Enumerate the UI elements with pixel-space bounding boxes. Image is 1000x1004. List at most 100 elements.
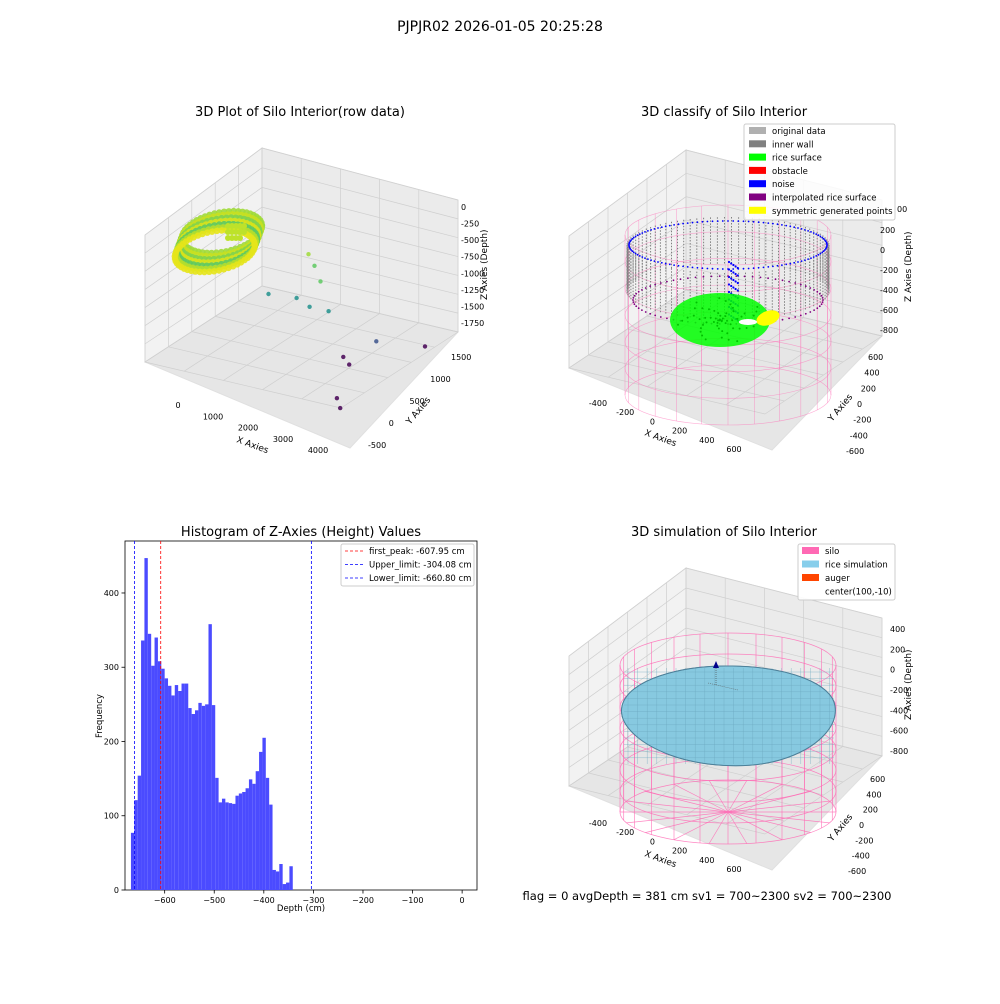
classify-3d-interp-pt-280 [743,275,746,278]
classify-3d-noise-pt-285 [752,220,755,223]
hist-bar-3 [141,640,145,890]
hist-legend-box [340,543,475,587]
classify-3d-interp-pt-235 [672,279,675,282]
hist-bar-16 [184,683,189,890]
hist-bar-9 [161,668,165,890]
classify-3d-z-tick-0: 200 [880,226,895,235]
classify-3d-x-tick-5: 600 [726,445,741,454]
classify-3d-z-tick-4: -600 [880,306,898,315]
raw-3d-ring-point-373 [241,229,247,235]
classify-3d-noise-col-17 [732,286,735,289]
classify-3d-rice-dot-8 [725,312,728,315]
raw-3d-ring-point-368 [241,223,247,229]
classify-3d-noise-pt-138 [653,260,656,262]
raw-3d-gridline-x-floor-5 [340,331,459,409]
classify-3d-interp-pt-240 [679,278,682,281]
classify-3d-noise-pt-162 [632,251,635,254]
classify-3d-noise-col-2 [732,263,735,267]
classify-3d-interp-pt-285 [751,275,754,278]
hist-bar-18 [191,714,195,890]
raw-3d-z-tick-0: 0 [461,203,466,212]
hist-vlines [134,541,312,890]
raw-3d-z-ticklabels: 0 -250 -500 -750 -1000 -1250 -1500 -1750 [461,203,484,328]
classify-3d-interp-pt-0 [822,299,824,301]
classify-3d-rice-dot-22 [717,327,720,330]
classify-3d-noise-pt-60 [776,264,779,267]
simulation-3d-x-tick-5: 600 [726,865,741,874]
raw-3d-ring-point-352 [218,227,225,234]
classify-3d-noise-pt-261 [711,220,714,223]
classify-3d-legend: original data inner wall rice surface obsta… [743,123,896,221]
classify-3d-rice-dot-15 [704,316,707,319]
classify-3d-rice-dot-43 [702,323,704,326]
classify-3d-noise-pt-15 [822,250,825,253]
classify-3d-noise-pt-339 [819,235,822,238]
classify-3d-legend-label-0: original data [772,127,826,137]
simulation-3d-x-tick-1: -200 [616,828,634,837]
simulation-3d-silo-radial-80 [727,811,748,844]
raw-3d-z-tick-3: -750 [461,253,479,262]
classify-3d-noise-pt-258 [706,220,709,223]
classify-3d-noise-pt-78 [747,267,750,270]
classify-3d-rice-dot-51 [720,336,723,339]
hist-bar-13 [174,685,179,890]
classify-3d-noise-col-4 [736,266,739,270]
classify-3d-noise-col-15 [727,283,731,286]
raw-3d-y-ticklabels: -500 0 500 1000 1500 [368,353,471,450]
classify-3d-rice-dot-4 [712,321,715,323]
raw-3d-x-tick-2: 2000 [238,424,258,433]
classify-3d-rice-dot-12 [721,330,724,333]
raw-3d-x-ticklabels: 0 1000 2000 3000 4000 [175,401,328,455]
classify-3d-noise-pt-111 [691,266,694,269]
classify-3d-noise-pt-327 [810,231,812,233]
hist-bar-33 [242,791,246,890]
simulation-3d-y-tick-3: 0 [859,821,864,830]
simulation-3d-z-tick-6: -800 [890,747,908,756]
classify-3d-rice-dot-37 [729,303,732,306]
classify-3d-rice-dot-56 [719,314,722,317]
classify-3d-noise-pt-159 [634,252,637,255]
classify-3d-interp-pt-325 [804,285,807,288]
classify-3d-rice-dot-28 [721,317,724,320]
classify-3d-legend-label-1: inner wall [772,140,813,150]
hist-bar-47 [289,866,293,890]
simulation-3d-y-tick-5: 400 [866,790,881,799]
classify-3d-rice-dot-57 [732,310,735,313]
hist-bar-27 [221,798,226,890]
classify-3d-title: 3D classify of Silo Interior [641,105,808,120]
raw-3d-ring-point-326 [206,268,213,275]
classify-3d-interp-pt-300 [774,278,777,281]
classify-3d-rice-dot-32 [716,324,719,327]
hist-x-ticklabel-4: −200 [352,896,374,905]
hist-bar-2 [137,775,142,890]
raw-3d-point-4 [307,304,312,309]
panel-simulation-3d: 3D simulation of Silo Interior -400 -200 0… [567,525,914,876]
hist-bar-39 [262,737,266,890]
classify-3d-interp-pt-25 [813,309,815,311]
classify-3d-noise-pt-303 [781,224,783,226]
classify-3d-noise-pt-291 [762,221,765,224]
raw-3d-z-tick-6: -1500 [461,302,484,311]
classify-3d-noise-pt-135 [657,261,659,263]
raw-3d-x-tick-0: 0 [175,401,180,410]
simulation-3d-legend: silo rice simulation auger center(100,-10) [797,543,896,601]
raw-3d-ring-point-325 [210,268,218,275]
simulation-3d-ylabel: Y Axies [826,812,855,844]
classify-3d-noise-col-18 [734,287,737,291]
classify-3d-noise-pt-105 [701,267,704,270]
hist-x-ticklabel-6: 0 [460,896,465,905]
classify-3d-legend-label-6: symmetric generated points [772,207,893,217]
classify-3d-noise-col-14 [736,281,739,285]
raw-3d-gridline-y-floor-0 [144,361,342,409]
classify-3d-y-ticklabels: -600 -400 -200 0 200 400 600 [846,353,883,456]
classify-3d-noise-pt-66 [767,266,770,268]
hist-y-ticklabel-1: 100 [104,812,119,821]
classify-3d-noise-col-19 [736,289,739,292]
hist-bar-32 [238,793,243,890]
raw-3d-zlabel: Z Axies (Depth) [480,229,490,300]
classify-3d-noise-pt-267 [721,220,724,222]
classify-3d-z-ticklabels: 200 0 -200 -400 -600 -800 00 [880,205,907,335]
classify-3d-noise-pt-324 [807,230,809,232]
raw-3d-gridline-x-floor-4 [301,322,419,400]
classify-3d-legend-label-4: noise [772,180,795,190]
